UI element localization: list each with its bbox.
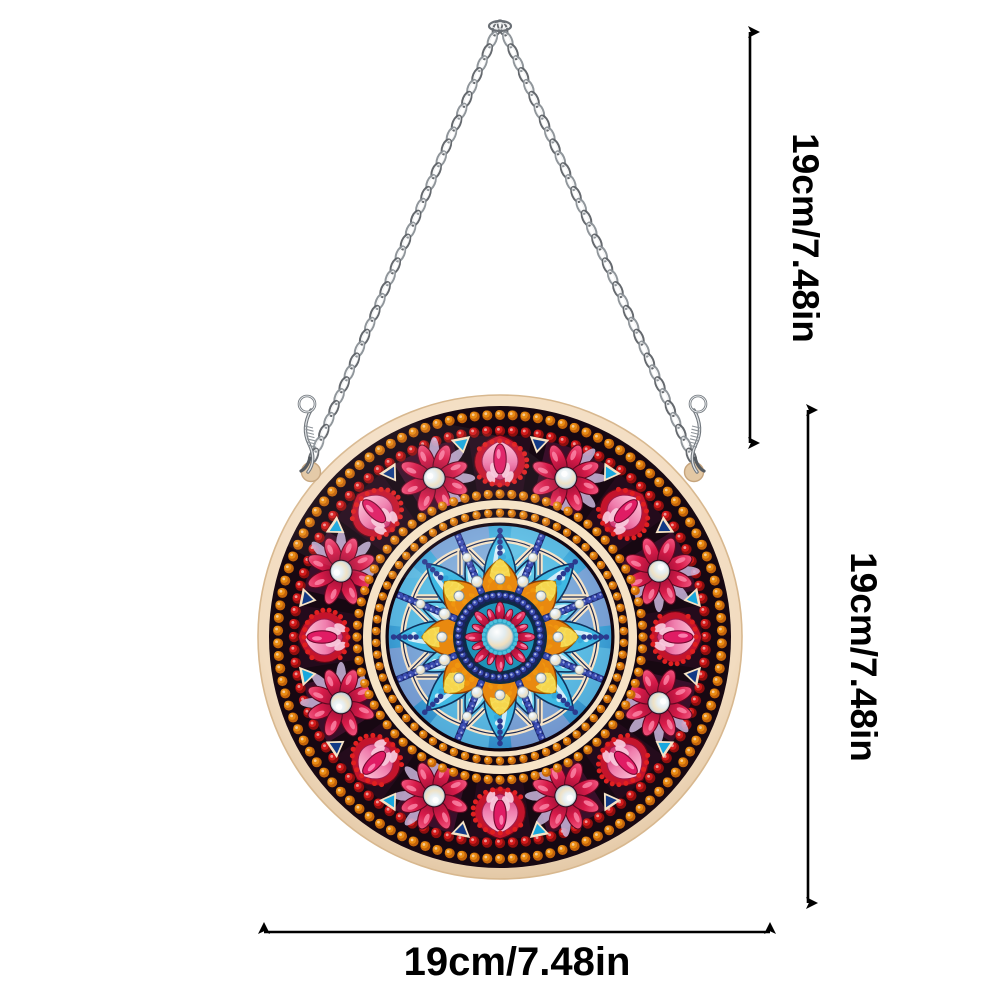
accent-gem: [436, 631, 448, 643]
accent-gem: [516, 575, 530, 588]
accent-gem: [535, 590, 547, 602]
outer-daisy-flower: [532, 444, 607, 520]
chain-hooks: [297, 394, 708, 474]
outer-lotus-flower: [297, 607, 351, 663]
hanging-chain: [307, 19, 698, 465]
accent-gem: [574, 599, 585, 610]
outer-daisy-flower: [400, 437, 476, 512]
outer-lotus-flower: [649, 611, 703, 667]
dimension-bottom-label: 19cm/7.48in: [404, 940, 631, 984]
inner-accent-gems: [415, 552, 585, 722]
cream-band-mid: [362, 499, 638, 775]
center-gem: [487, 624, 513, 650]
chain-hook-left: [297, 394, 317, 474]
accent-gem: [453, 672, 465, 684]
mandala-core: [453, 590, 547, 684]
ring-outer-orange-beads: [273, 410, 727, 864]
accent-gem: [462, 552, 473, 563]
accent-gem: [516, 686, 530, 699]
accent-gem: [462, 711, 473, 722]
outer-triangle-accents: [298, 435, 702, 839]
accent-gem: [549, 607, 562, 621]
mandala-artwork: [269, 406, 731, 868]
outer-lotus-flowers: [297, 434, 703, 840]
dimension-right: 19cm/7.48in: [806, 404, 884, 909]
accent-gem: [535, 672, 547, 684]
accent-gem: [574, 664, 585, 675]
accent-gem: [438, 607, 451, 621]
accent-gem: [552, 631, 564, 643]
dimension-top-right: 19cm/7.48in: [748, 26, 826, 449]
dimension-bottom: 19cm/7.48in: [258, 922, 776, 984]
dimension-top-right-label: 19cm/7.48in: [785, 133, 826, 343]
ring-inner-orange-beads: [371, 508, 629, 766]
chain-hook-right: [688, 394, 708, 474]
accent-gem: [415, 599, 426, 610]
outer-lotus-flower: [595, 732, 651, 788]
accent-gem: [527, 552, 538, 563]
accent-gem: [438, 653, 451, 667]
accent-gem: [549, 653, 562, 667]
outer-lotus-flower: [595, 486, 651, 542]
outer-lotus-flower: [349, 486, 405, 542]
outer-lotus-flower: [470, 786, 526, 840]
accent-gem: [415, 664, 426, 675]
accent-gem: [527, 711, 538, 722]
accent-gem: [494, 573, 506, 585]
outer-lotus-flower: [474, 434, 530, 488]
accent-gem: [494, 689, 506, 701]
ring-mid-orange-beads: [352, 489, 648, 785]
accent-gem: [453, 590, 465, 602]
ring-navy-core-beads: [454, 591, 546, 683]
outer-daisy-flower: [524, 762, 600, 837]
outer-daisy-flower: [617, 669, 693, 744]
gloss-highlight: [260, 422, 560, 578]
accent-gem: [470, 686, 484, 699]
outer-lotus-flower: [349, 732, 405, 788]
accent-gem: [470, 575, 484, 588]
dimension-right-label: 19cm/7.48in: [843, 552, 884, 762]
